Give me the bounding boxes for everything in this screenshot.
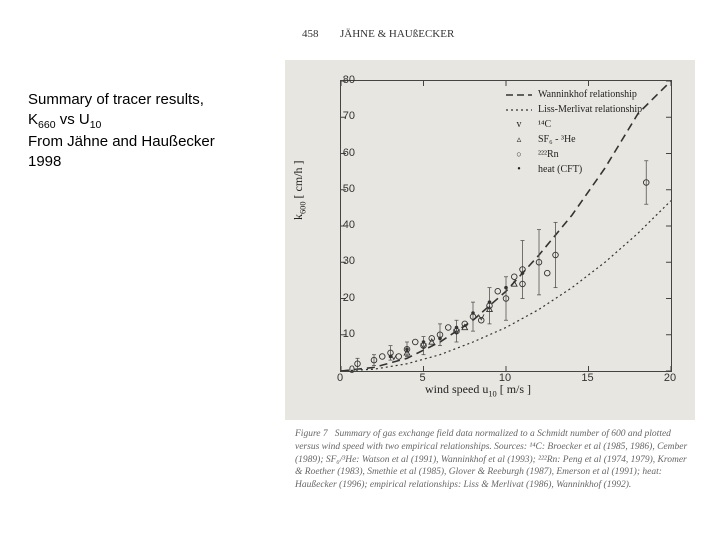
legend-lissmerlivat: Liss-Merlivat relationship — [506, 102, 661, 117]
x-tick-label: 10 — [499, 372, 511, 384]
y-tick-label: 60 — [335, 147, 355, 159]
legend-label: SF₆ - ³He — [538, 132, 576, 147]
summary-text: Summary of tracer results, K660 vs U10 F… — [28, 90, 215, 171]
summary-line3: From Jähne and Haußecker — [28, 132, 215, 152]
v-marker-icon: v — [506, 120, 532, 130]
dash-long-icon — [506, 90, 532, 100]
legend-c14: v ¹⁴C — [506, 117, 661, 132]
y-tick-label: 80 — [335, 74, 355, 86]
legend-label: ¹⁴C — [538, 117, 551, 132]
chart-container: k600 [ cm/h ] wind speed u10 [ m/s ] Wan… — [285, 60, 695, 420]
x-tick-label: 20 — [664, 372, 676, 384]
plot-area: Wanninkhof relationship Liss-Merlivat re… — [340, 80, 672, 372]
legend: Wanninkhof relationship Liss-Merlivat re… — [506, 87, 661, 177]
y-axis-label: k600 [ cm/h ] — [291, 160, 307, 220]
y-tick-label: 10 — [335, 328, 355, 340]
summary-line1: Summary of tracer results, — [28, 90, 215, 110]
x-axis-label: wind speed u10 [ m/s ] — [425, 382, 531, 398]
legend-label: ²²²Rn — [538, 147, 559, 162]
summary-line4: 1998 — [28, 152, 215, 172]
y-tick-label: 70 — [335, 110, 355, 122]
figure-number: Figure 7 — [295, 429, 328, 439]
summary-line2: K660 vs U10 — [28, 110, 215, 133]
page-header-authors: JÄHNE & HAUßECKER — [340, 28, 454, 40]
x-tick-label: 5 — [419, 372, 425, 384]
legend-label: Liss-Merlivat relationship — [538, 102, 642, 117]
triangle-marker-icon: ▵ — [506, 135, 532, 145]
legend-sf6he: ▵ SF₆ - ³He — [506, 132, 661, 147]
legend-heat: • heat (CFT) — [506, 162, 661, 177]
legend-label: heat (CFT) — [538, 162, 582, 177]
y-tick-label: 40 — [335, 219, 355, 231]
y-tick-label: 20 — [335, 292, 355, 304]
page-number: 458 — [302, 28, 319, 40]
caption-text: Summary of gas exchange field data norma… — [295, 429, 687, 490]
y-tick-label: 50 — [335, 183, 355, 195]
x-tick-label: 0 — [337, 372, 343, 384]
x-tick-label: 15 — [581, 372, 593, 384]
y-tick-label: 30 — [335, 255, 355, 267]
legend-label: Wanninkhof relationship — [538, 87, 637, 102]
legend-wanninkhof: Wanninkhof relationship — [506, 87, 661, 102]
figure-caption: Figure 7 Summary of gas exchange field d… — [295, 428, 690, 492]
dot-marker-icon: • — [506, 165, 532, 175]
circle-marker-icon: ○ — [506, 150, 532, 160]
dash-dot-icon — [506, 105, 532, 115]
legend-rn: ○ ²²²Rn — [506, 147, 661, 162]
